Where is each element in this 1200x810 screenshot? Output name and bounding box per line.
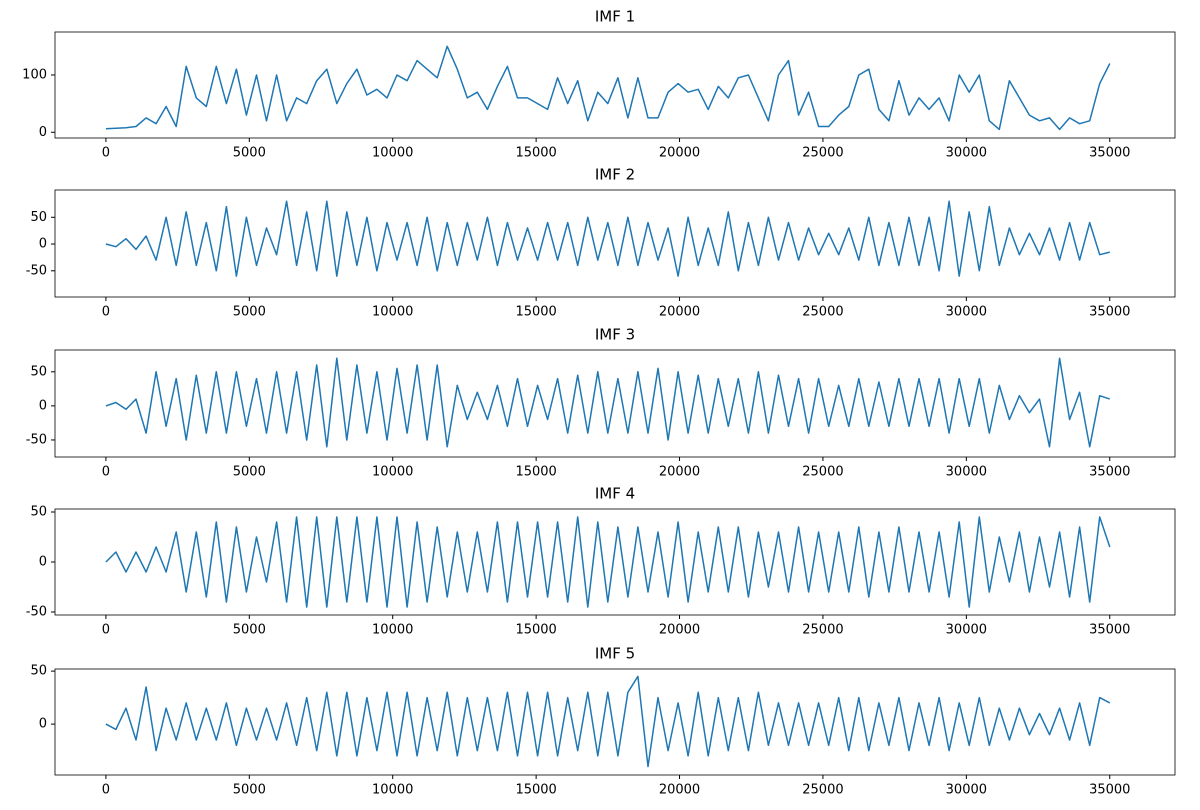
y-tick-label: -50 xyxy=(26,263,47,278)
y-tick-label: 50 xyxy=(30,364,47,379)
x-tick-label: 0 xyxy=(102,623,110,638)
x-tick-label: 0 xyxy=(102,305,110,320)
signal-line xyxy=(105,675,1111,768)
x-tick-label: 10000 xyxy=(372,623,413,638)
x-tick-label: 25000 xyxy=(802,146,843,161)
x-tick-label: 10000 xyxy=(372,465,413,480)
axes-frame xyxy=(54,189,1176,298)
y-tick-label: 0 xyxy=(39,555,47,570)
x-tick-label: 35000 xyxy=(1089,783,1130,798)
y-tick-label: -50 xyxy=(26,432,47,447)
x-tick-label: 10000 xyxy=(372,305,413,320)
x-tick-label: 35000 xyxy=(1089,146,1130,161)
x-tick-label: 10000 xyxy=(372,146,413,161)
subplot-title: IMF 2 xyxy=(595,166,635,184)
y-tick-label: 0 xyxy=(39,125,47,140)
y-tick-label: 50 xyxy=(30,210,47,225)
x-tick-label: 5000 xyxy=(233,146,266,161)
x-tick-label: 30000 xyxy=(946,146,987,161)
signal-line xyxy=(105,200,1110,277)
x-tick-label: 20000 xyxy=(659,623,700,638)
signal-line xyxy=(105,516,1111,608)
x-tick-label: 35000 xyxy=(1089,465,1130,480)
x-tick-label: 5000 xyxy=(233,623,266,638)
x-tick-label: 15000 xyxy=(515,305,556,320)
x-tick-label: 15000 xyxy=(515,465,556,480)
x-tick-label: 35000 xyxy=(1089,623,1130,638)
axes-frame xyxy=(54,668,1176,776)
x-tick-label: 20000 xyxy=(659,465,700,480)
subplot-title: IMF 5 xyxy=(595,645,635,663)
subplot-title: IMF 1 xyxy=(595,8,635,26)
y-tick-label: 0 xyxy=(39,398,47,413)
y-tick-label: 0 xyxy=(39,237,47,252)
y-tick-label: -50 xyxy=(26,605,47,620)
x-tick-label: 5000 xyxy=(233,305,266,320)
x-tick-label: 15000 xyxy=(515,623,556,638)
x-tick-label: 20000 xyxy=(659,783,700,798)
x-tick-label: 25000 xyxy=(802,783,843,798)
x-tick-label: 0 xyxy=(102,465,110,480)
y-tick-label: 100 xyxy=(22,67,47,82)
x-tick-label: 25000 xyxy=(802,305,843,320)
x-tick-label: 30000 xyxy=(946,305,987,320)
x-tick-label: 25000 xyxy=(802,623,843,638)
x-tick-label: 30000 xyxy=(946,783,987,798)
x-tick-label: 30000 xyxy=(946,623,987,638)
x-tick-label: 5000 xyxy=(233,783,266,798)
x-tick-label: 15000 xyxy=(515,783,556,798)
signal-line xyxy=(105,357,1111,448)
subplot-title: IMF 3 xyxy=(595,326,635,344)
x-tick-label: 10000 xyxy=(372,783,413,798)
subplot-title: IMF 4 xyxy=(595,485,635,503)
x-tick-label: 35000 xyxy=(1089,305,1130,320)
axes-frame xyxy=(54,508,1176,616)
signal-line xyxy=(105,45,1111,131)
axes-frame xyxy=(54,349,1176,458)
x-tick-label: 0 xyxy=(102,783,110,798)
x-tick-label: 0 xyxy=(102,146,110,161)
x-tick-label: 5000 xyxy=(233,465,266,480)
x-tick-label: 20000 xyxy=(659,146,700,161)
x-tick-label: 30000 xyxy=(946,465,987,480)
y-tick-label: 50 xyxy=(30,664,47,679)
x-tick-label: 25000 xyxy=(802,465,843,480)
x-tick-label: 15000 xyxy=(515,146,556,161)
x-tick-label: 20000 xyxy=(659,305,700,320)
axes-frame xyxy=(54,31,1176,139)
y-tick-label: 50 xyxy=(30,505,47,520)
y-tick-label: 0 xyxy=(39,717,47,732)
